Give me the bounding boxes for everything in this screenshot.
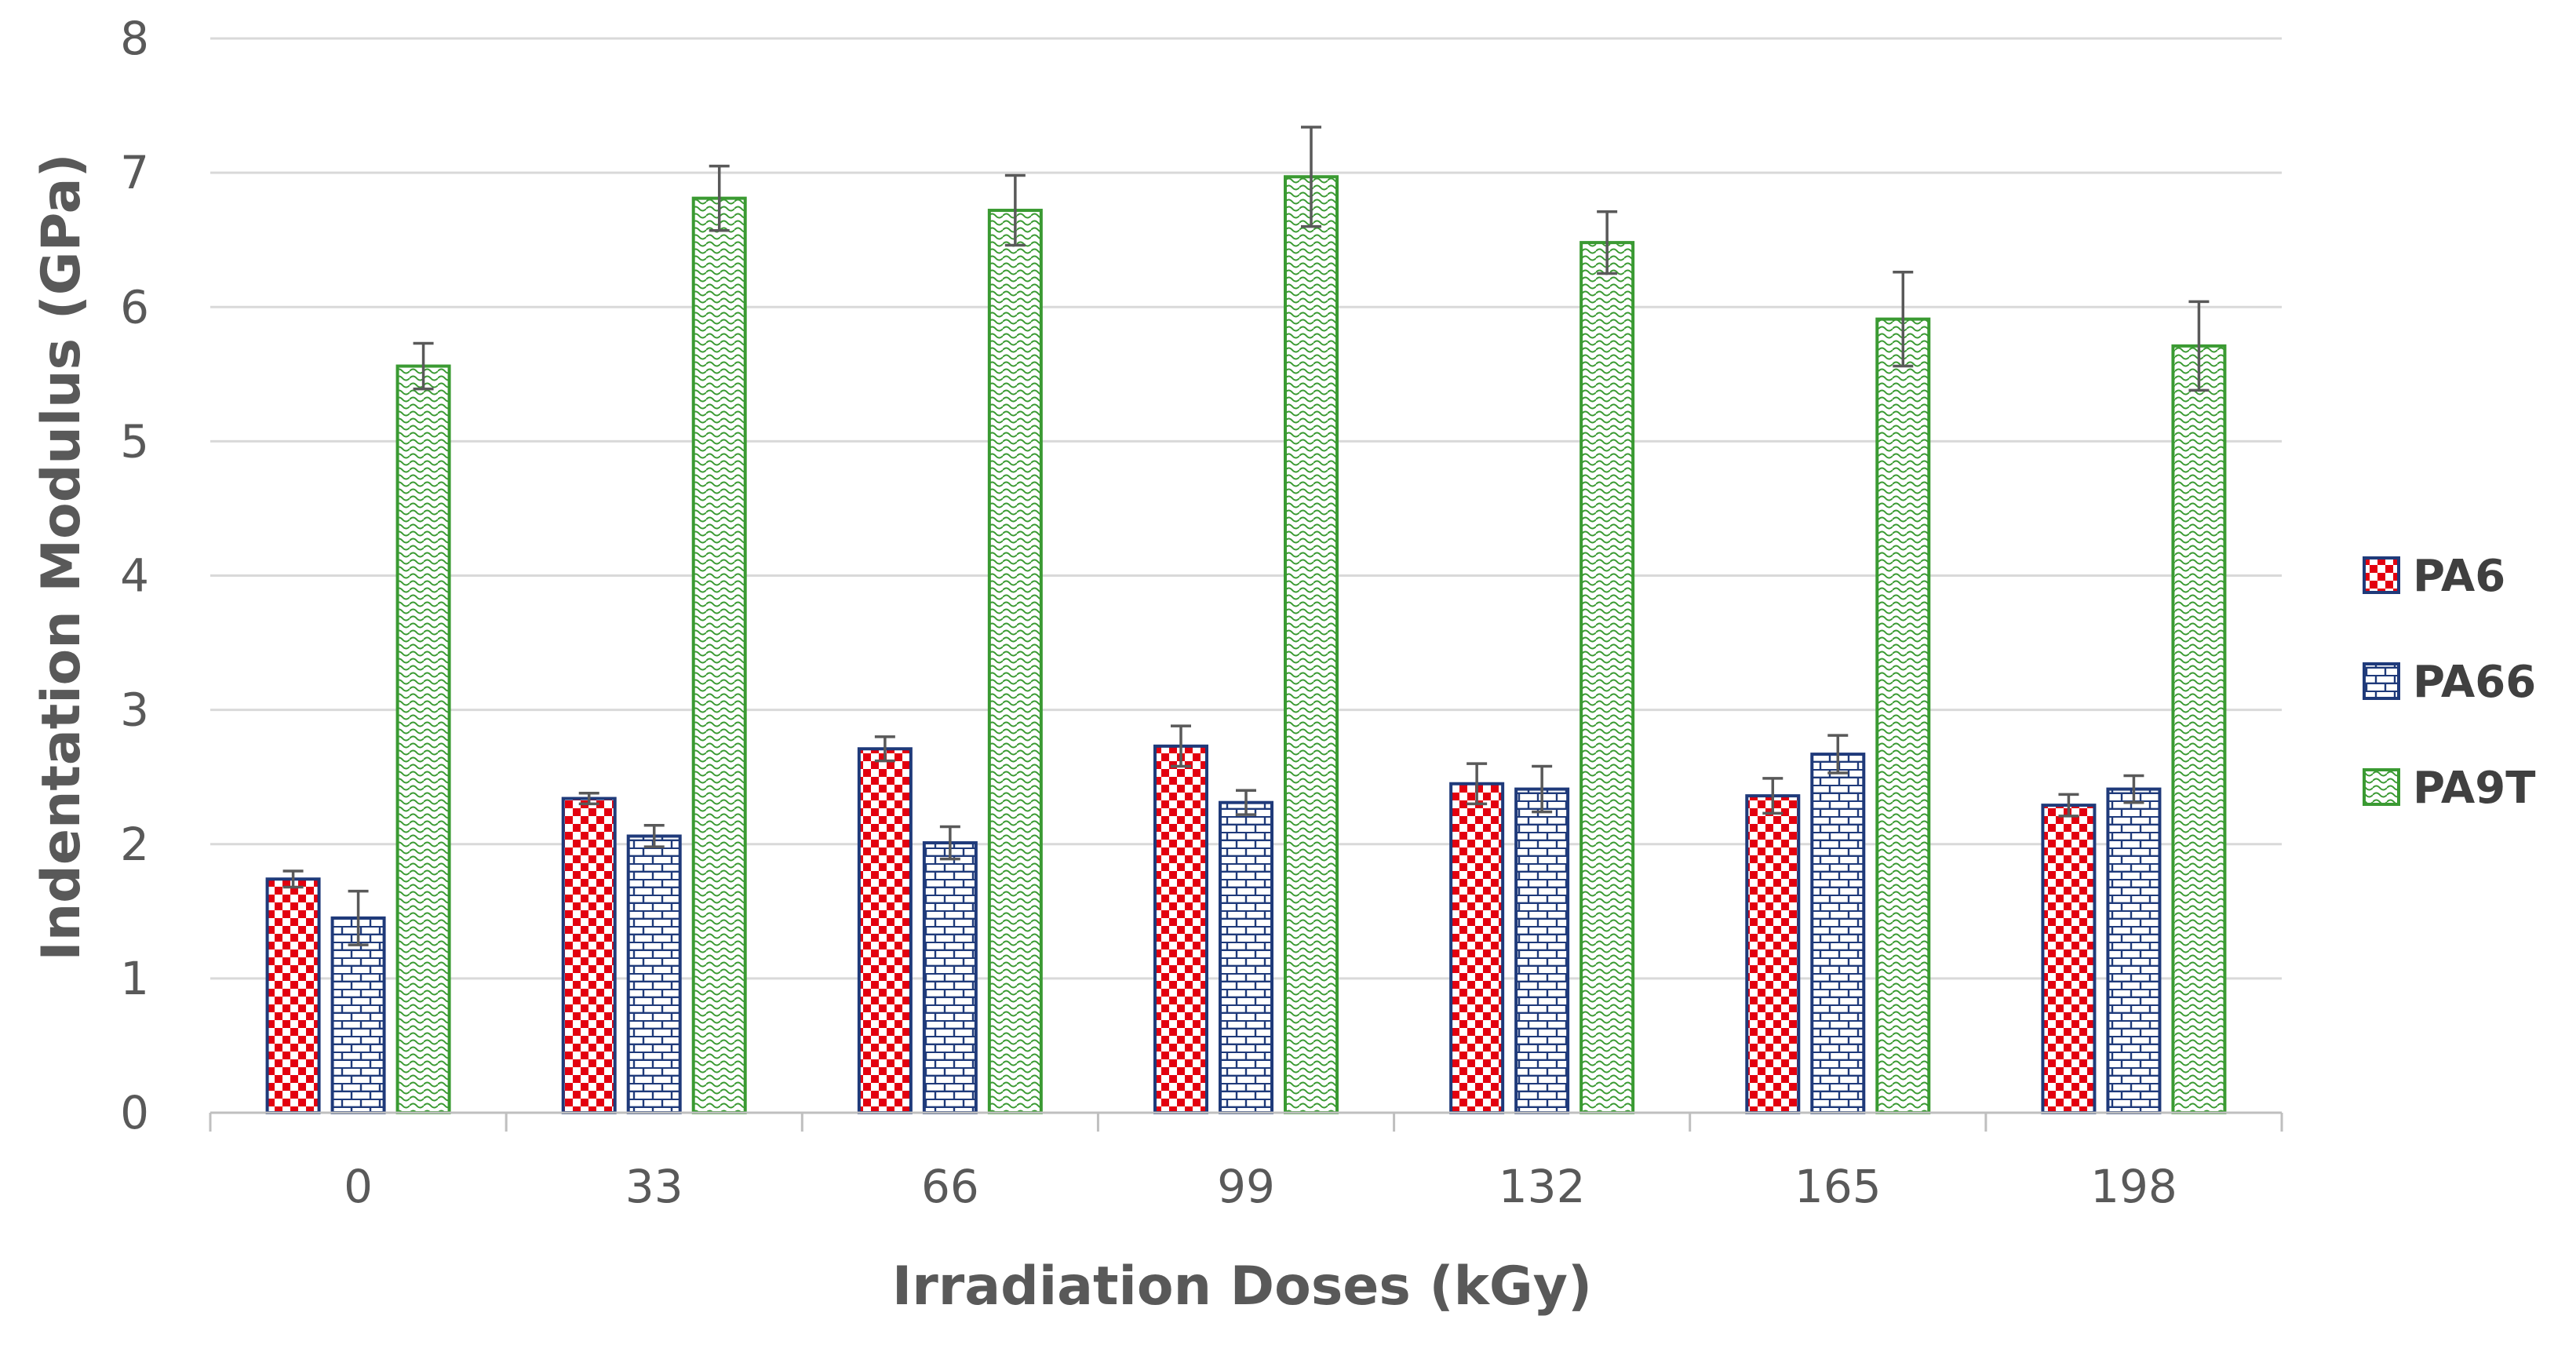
bar-pa6 (2041, 804, 2097, 1115)
bar-pa9t (395, 364, 451, 1115)
y-tick-label: 5 (120, 414, 149, 468)
bar-pa6 (561, 796, 617, 1114)
bars (265, 126, 2227, 1115)
error-bar (709, 164, 730, 232)
error-bar (2123, 774, 2144, 804)
legend-swatch (2363, 768, 2400, 806)
bar-pa66 (1810, 753, 1866, 1114)
y-axis-title: Indentation Modulus (GPa) (31, 153, 93, 960)
bar-pa66 (2106, 787, 2162, 1114)
x-tick-label: 33 (625, 1160, 683, 1213)
y-tick-label: 4 (120, 549, 149, 603)
error-bar (874, 735, 895, 763)
bar-pa6 (1153, 744, 1208, 1114)
x-axis (209, 1111, 2283, 1132)
bar-pa9t (1579, 241, 1635, 1114)
legend-label: PA6 (2413, 551, 2505, 602)
gridlines (210, 37, 2282, 980)
bar-pa66 (1514, 787, 1570, 1114)
error-bar (939, 825, 960, 861)
x-tick-label: 198 (2090, 1160, 2177, 1213)
error-bar (1467, 762, 1488, 806)
bar-pa9t (1284, 175, 1339, 1114)
x-tick-label: 165 (1794, 1160, 1882, 1213)
error-bar (1893, 271, 1914, 368)
legend-label: PA9T (2413, 763, 2535, 814)
bar-pa66 (330, 916, 386, 1115)
legend-item-pa6: PA6 (2363, 551, 2505, 602)
bar-pa9t (1875, 317, 1931, 1114)
legend-item-pa66: PA66 (2363, 657, 2536, 708)
y-axis-tick-labels: 0 1 2 3 4 5 6 7 8 (120, 12, 149, 1139)
x-tick-label: 132 (1499, 1160, 1586, 1213)
legend-swatch (2363, 662, 2400, 700)
bar-pa66 (1219, 800, 1273, 1114)
error-bar (1532, 764, 1553, 814)
x-tick-label: 99 (1217, 1160, 1275, 1213)
error-bar (1762, 777, 1784, 815)
error-bar (1827, 734, 1849, 775)
y-tick-label: 6 (120, 280, 149, 334)
bar-pa9t (2171, 344, 2227, 1115)
x-tick-label: 0 (344, 1160, 373, 1213)
y-tick-label: 3 (120, 683, 149, 737)
error-bar (2058, 793, 2079, 818)
error-bar (1301, 126, 1321, 228)
y-tick-label: 0 (120, 1086, 149, 1139)
bar-pa9t (691, 196, 747, 1114)
error-bar (1171, 724, 1191, 768)
legend-item-pa9t: PA9T (2363, 763, 2535, 814)
legend-label: PA66 (2413, 657, 2536, 708)
legend: PA6 PA66 PA9T (2363, 551, 2536, 814)
bar-pa6 (1745, 794, 1801, 1115)
y-tick-label: 8 (120, 12, 149, 65)
bar-pa9t (987, 209, 1043, 1114)
x-axis-tick-labels: 0 33 66 99 132 165 198 (344, 1160, 2177, 1213)
bar-pa6 (857, 747, 913, 1114)
bar-pa6 (1449, 782, 1505, 1115)
bar-pa6 (265, 877, 321, 1115)
legend-swatch (2363, 556, 2400, 594)
bar-pa66 (922, 841, 978, 1114)
error-bar (2188, 300, 2210, 392)
error-bar (348, 889, 369, 946)
error-bar (1004, 173, 1026, 247)
error-bar (643, 824, 665, 848)
error-bar (578, 791, 599, 806)
x-axis-title: Irradiation Doses (kGy) (892, 1256, 1592, 1318)
error-bar (282, 869, 304, 889)
error-bar (1597, 210, 1618, 275)
y-tick-label: 1 (120, 952, 149, 1005)
bar-pa66 (626, 834, 682, 1115)
x-tick-label: 66 (921, 1160, 979, 1213)
y-tick-label: 7 (120, 146, 149, 199)
y-tick-label: 2 (120, 818, 149, 871)
error-bar (1236, 789, 1256, 816)
error-bar (413, 341, 434, 391)
